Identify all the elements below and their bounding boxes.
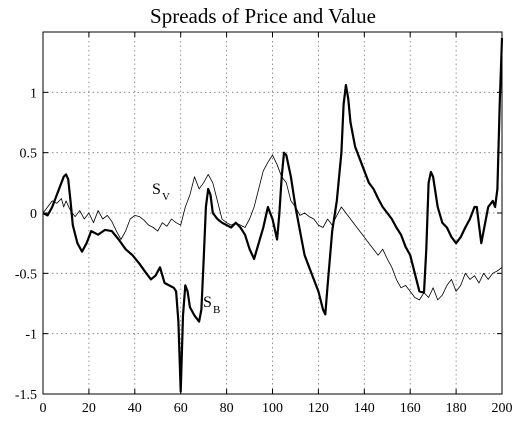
y-tick-label: 0.5 — [20, 147, 38, 162]
chart-title: Spreads of Price and Value — [150, 4, 376, 28]
x-tick-label: 160 — [400, 401, 421, 416]
x-tick-label: 120 — [308, 401, 329, 416]
x-tick-label: 60 — [174, 401, 188, 416]
x-tick-label: 80 — [220, 401, 234, 416]
y-tick-label: 0 — [30, 207, 37, 222]
series-line-thick — [42, 37, 504, 393]
annotation-label: S — [203, 294, 212, 311]
series-group — [42, 37, 504, 393]
grid-lines — [43, 32, 502, 394]
x-tick-labels: 0 20 40 60 80 100 120 140 160 180 200 — [40, 401, 513, 416]
x-tick-label: 100 — [262, 401, 283, 416]
annotation-subscript: B — [213, 304, 220, 316]
y-tick-label: -1.5 — [15, 388, 37, 403]
x-tick-label: 180 — [446, 401, 467, 416]
annotations: S VS B — [152, 181, 220, 316]
tick-marks — [42, 32, 503, 395]
x-tick-label: 140 — [354, 401, 375, 416]
y-tick-label: -1 — [25, 328, 37, 343]
series-line-thin — [42, 154, 503, 301]
y-tick-label: 1 — [30, 86, 37, 101]
y-tick-labels: -1.5 -1 -0.5 0 0.5 1 — [15, 86, 37, 403]
annotation-label: S — [152, 181, 161, 198]
y-tick-label: -0.5 — [15, 267, 37, 282]
x-tick-label: 0 — [40, 401, 47, 416]
x-tick-label: 200 — [492, 401, 513, 416]
annotation-subscript: V — [162, 191, 170, 203]
x-tick-label: 40 — [128, 401, 142, 416]
x-tick-label: 20 — [82, 401, 96, 416]
